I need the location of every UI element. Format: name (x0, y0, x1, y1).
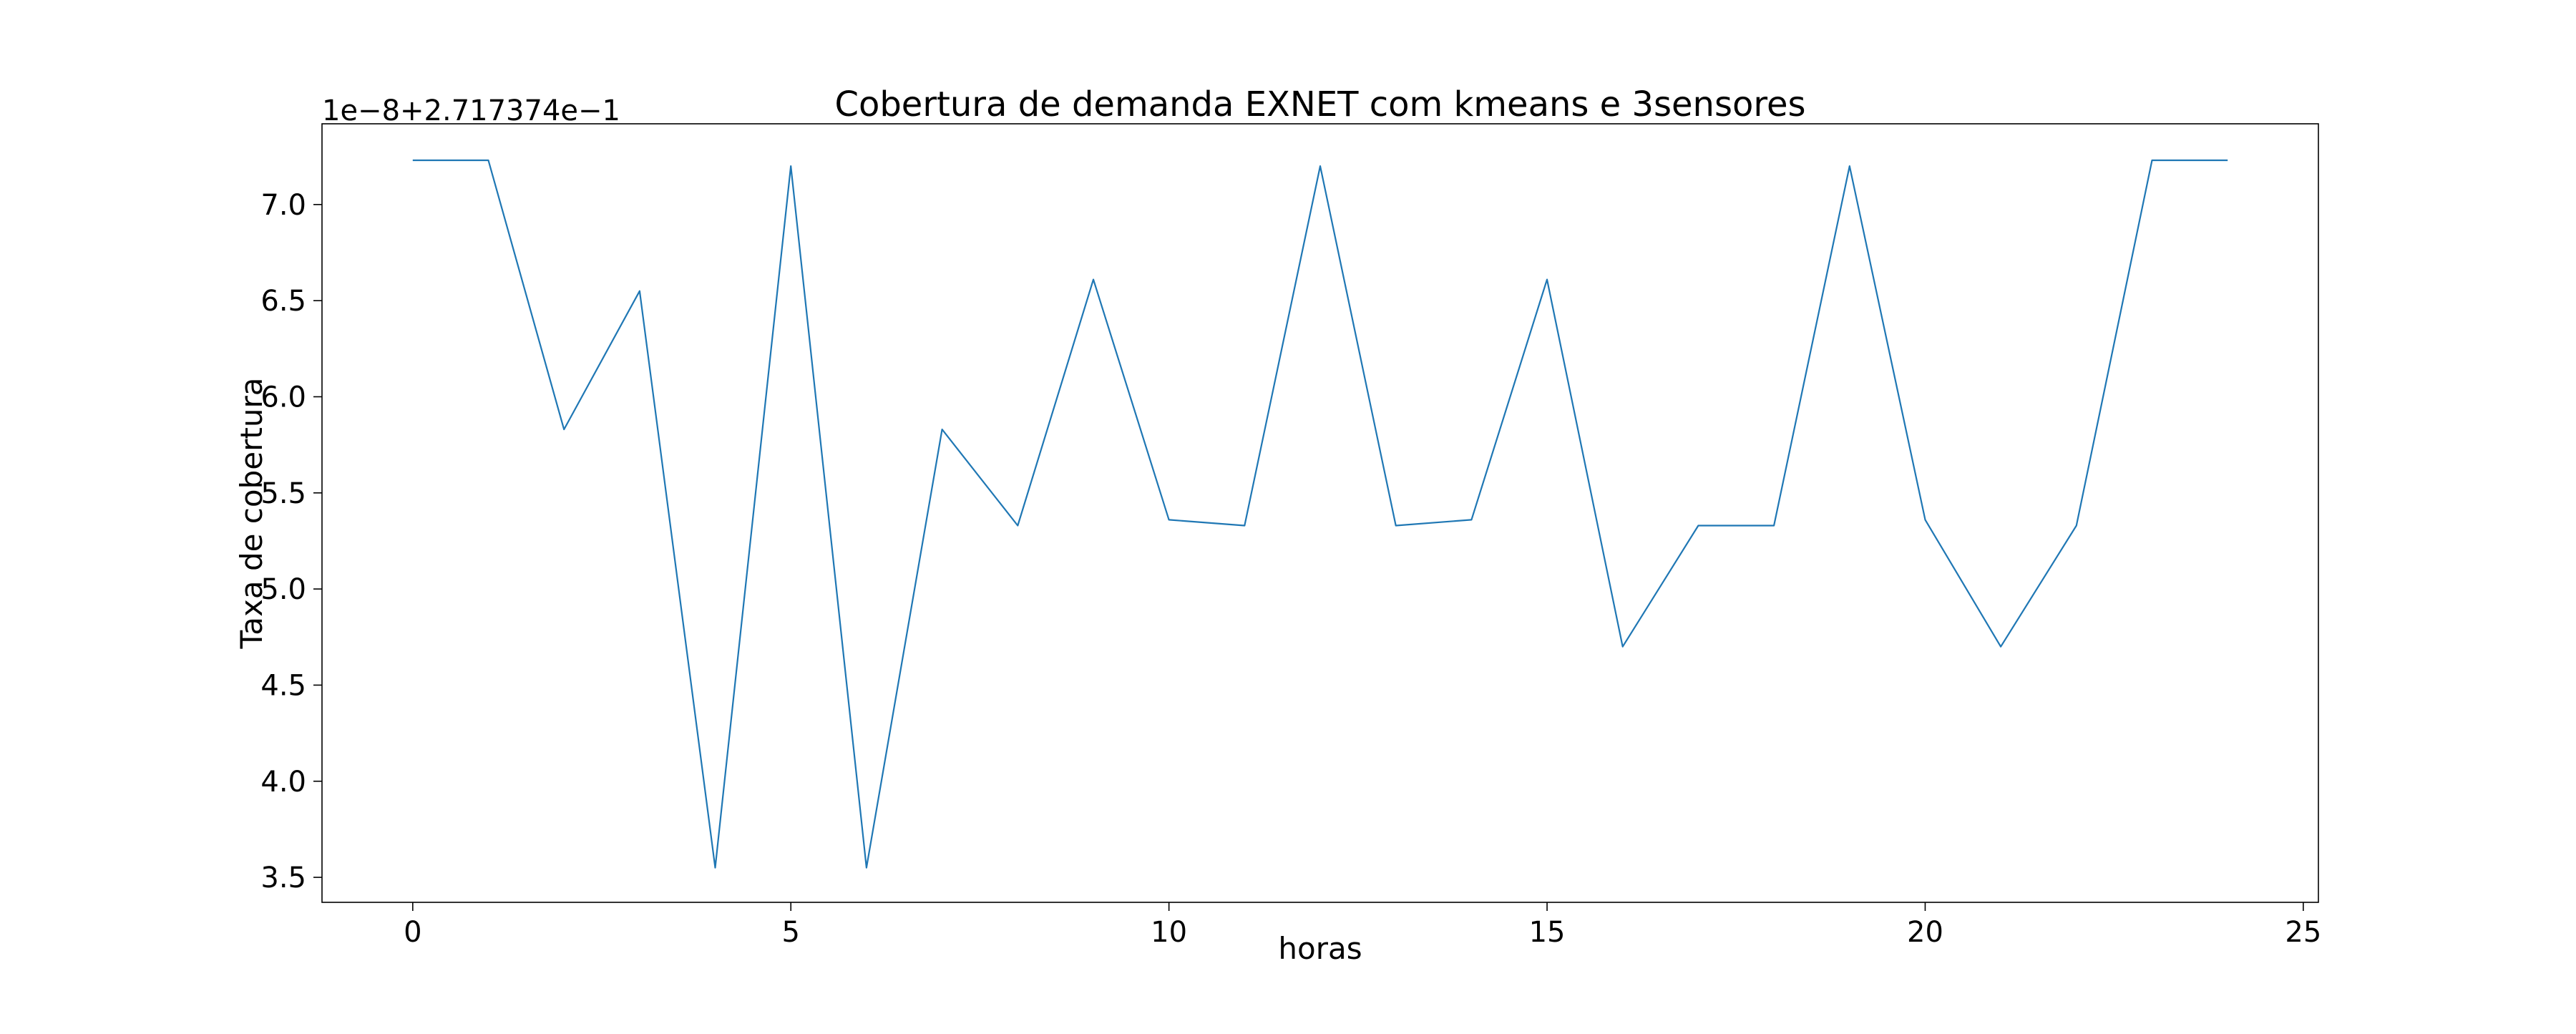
x-tick-label: 5 (782, 916, 800, 949)
y-tick-label: 4.5 (260, 669, 306, 702)
y-axis-label: Taxa de cobertura (234, 378, 269, 650)
x-tick-label: 25 (2285, 916, 2321, 949)
x-axis-label: horas (1278, 931, 1362, 966)
x-tick-label: 0 (404, 916, 421, 949)
x-tick-label: 15 (1529, 916, 1566, 949)
axis-offset-label: 1e−8+2.717374e−1 (322, 94, 620, 127)
x-tick-label: 10 (1151, 916, 1187, 949)
x-axis-ticks: 0 5 10 15 20 25 (404, 902, 2321, 949)
y-tick-label: 7.0 (260, 189, 306, 222)
x-tick-label: 20 (1907, 916, 1943, 949)
plot-area (322, 124, 2318, 902)
chart-title: Cobertura de demanda EXNET com kmeans e … (834, 84, 1805, 125)
y-tick-label: 3.5 (260, 862, 306, 894)
y-tick-label: 4.0 (260, 766, 306, 799)
y-tick-label: 6.5 (260, 285, 306, 318)
y-axis-ticks: 3.54.04.55.05.56.06.57.0 (260, 189, 322, 894)
